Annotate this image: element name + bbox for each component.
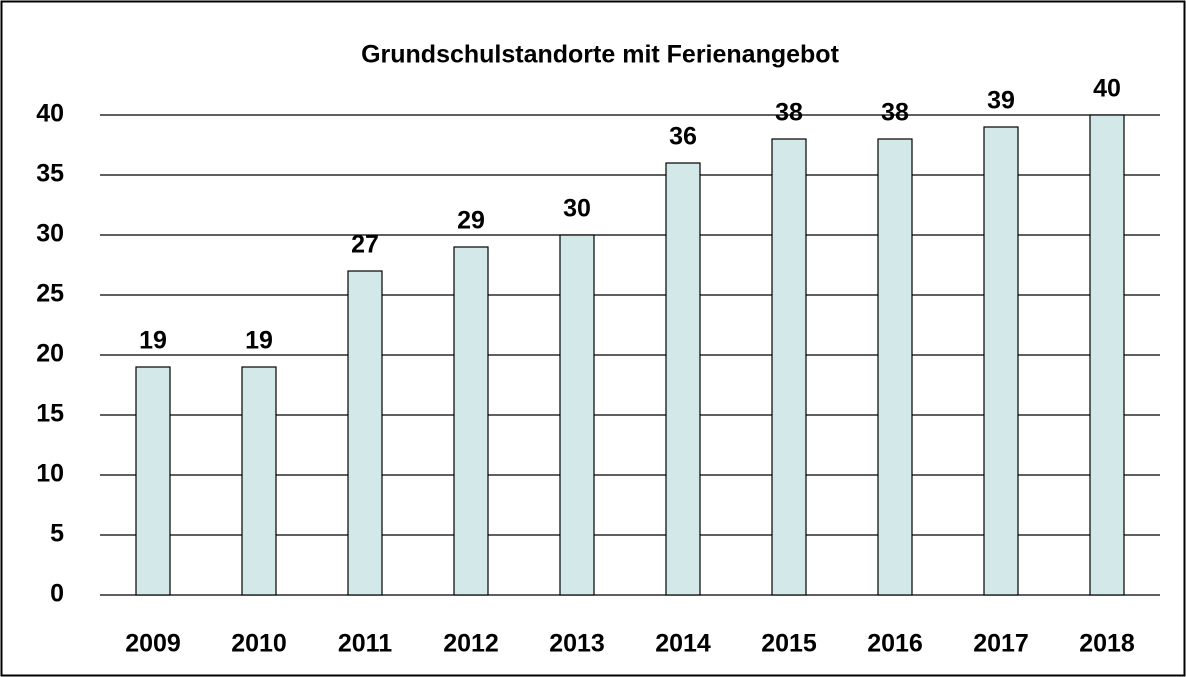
x-tick-label: 2018 — [1079, 630, 1135, 658]
x-tick-label: 2012 — [443, 630, 499, 658]
y-tick-label: 30 — [36, 220, 64, 248]
bar — [559, 234, 595, 596]
data-label: 38 — [881, 99, 909, 127]
x-tick-label: 2013 — [549, 630, 605, 658]
data-label: 38 — [775, 99, 803, 127]
bar — [983, 126, 1019, 596]
y-tick-label: 20 — [36, 340, 64, 368]
data-label: 27 — [351, 231, 379, 259]
data-label: 19 — [139, 327, 167, 355]
y-tick-label: 40 — [36, 100, 64, 128]
x-tick-label: 2017 — [973, 630, 1029, 658]
x-tick-label: 2015 — [761, 630, 817, 658]
x-tick-label: 2014 — [655, 630, 711, 658]
bar — [453, 246, 489, 596]
data-label: 36 — [669, 123, 697, 151]
bar — [347, 270, 383, 596]
bar — [877, 138, 913, 596]
data-label: 39 — [987, 87, 1015, 115]
x-tick-label: 2011 — [338, 630, 392, 658]
y-tick-label: 10 — [36, 460, 64, 488]
data-label: 19 — [245, 327, 273, 355]
x-tick-label: 2010 — [231, 630, 287, 658]
bar — [1089, 114, 1125, 596]
chart-title: Grundschulstandorte mit Ferienangebot — [361, 41, 839, 69]
x-tick-label: 2016 — [867, 630, 923, 658]
y-tick-label: 25 — [36, 280, 64, 308]
y-tick-label: 35 — [36, 160, 64, 188]
y-tick-label: 15 — [36, 400, 64, 428]
data-label: 40 — [1093, 75, 1121, 103]
x-tick-label: 2009 — [125, 630, 181, 658]
bar — [241, 366, 277, 596]
y-tick-label: 0 — [50, 580, 64, 608]
data-label: 29 — [457, 207, 485, 235]
bar — [135, 366, 171, 596]
bar — [665, 162, 701, 596]
bar — [771, 138, 807, 596]
data-label: 30 — [563, 195, 591, 223]
y-tick-label: 5 — [50, 520, 64, 548]
